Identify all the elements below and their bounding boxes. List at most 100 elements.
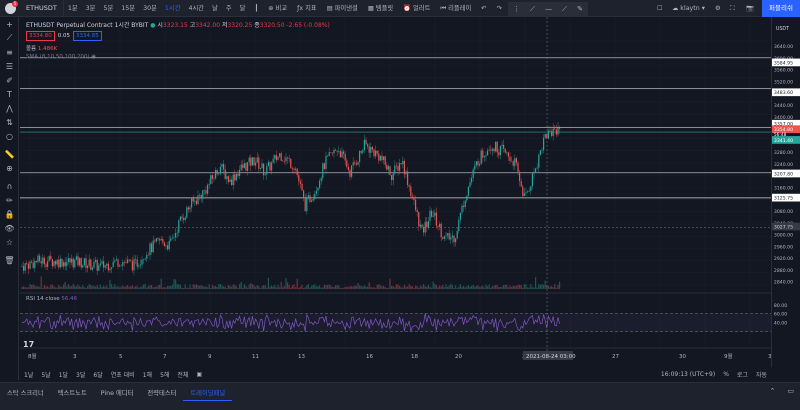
fib-tool-icon[interactable]: ≡ (6, 47, 13, 57)
lock-icon[interactable]: 🔒 (4, 209, 15, 219)
price-axis[interactable]: USDT3640.003600.003560.003520.003480.003… (771, 17, 800, 367)
volume-bar (434, 284, 436, 289)
tf-month[interactable]: 달 (239, 4, 246, 12)
publish-button[interactable]: 퍼블리쉬 (762, 0, 800, 17)
chart-type-button[interactable]: ┃ (249, 0, 263, 17)
channel-tool-icon[interactable]: ☰ (5, 61, 14, 71)
range-3m[interactable]: 3달 (76, 371, 86, 379)
tab-strategy-tester[interactable]: 전략테스터 (147, 390, 177, 397)
range-all[interactable]: 전체 (177, 371, 189, 379)
volume-bar (136, 285, 138, 289)
sell-button[interactable]: 3334.80 (26, 31, 55, 41)
candle-body (485, 155, 487, 157)
candle-body (63, 262, 65, 267)
candle-body (250, 157, 252, 166)
snapshot-button[interactable]: 📷 (741, 0, 759, 17)
range-1d[interactable]: 1날 (24, 371, 34, 379)
pencil-icon[interactable]: ✎ (577, 5, 583, 13)
favorites-icon[interactable]: ☆ (5, 237, 14, 247)
stay-drawing-icon[interactable]: ✏ (6, 195, 13, 205)
prediction-tool-icon[interactable]: ⇅ (6, 117, 13, 127)
ray-icon[interactable]: ⟋ (562, 4, 568, 13)
volume-bar (535, 277, 537, 289)
candle-body (95, 260, 97, 262)
volume-bar (256, 285, 258, 289)
buy-button[interactable]: 3334.85 (73, 31, 102, 41)
text-tool-icon[interactable]: T (7, 89, 12, 99)
tf-30m[interactable]: 30분 (143, 4, 157, 12)
crosshair-icon[interactable]: + (6, 19, 13, 29)
replay-button[interactable]: ⏮ 리플레이 (435, 0, 476, 17)
price-chart[interactable]: 8월35791113161820227309월32021-08-24 03:00… (20, 17, 771, 367)
volume-bar (232, 284, 234, 289)
compare-button[interactable]: ⊕ 비교 (263, 0, 292, 17)
tf-week[interactable]: 주 (225, 4, 232, 12)
candle-body (447, 233, 449, 236)
ruler-icon[interactable]: 📏 (4, 149, 15, 159)
eye-icon[interactable]: ◉ (91, 54, 97, 60)
volume-bar (303, 287, 305, 289)
candle-body (146, 254, 148, 259)
brush-tool-icon[interactable]: ✐ (6, 75, 13, 85)
tf-1h[interactable]: 1시간 (164, 4, 181, 12)
zoom-in-icon[interactable]: ⊕ (6, 163, 13, 173)
user-avatar[interactable]: 5 (0, 0, 20, 17)
volume-bar (272, 286, 274, 289)
clock-time[interactable]: 16:09:13 (UTC+9) (660, 370, 716, 378)
tf-1m[interactable]: 1분 (67, 4, 78, 12)
low-value: 3320.25 (227, 22, 253, 29)
percent-toggle[interactable]: % (723, 370, 729, 378)
layout-name-button[interactable]: ☁ klaytn ▾ (667, 0, 710, 17)
hide-icon[interactable]: 👁 (4, 223, 15, 233)
tf-day[interactable]: 날 (212, 4, 218, 12)
goto-date-icon[interactable]: ▣ (196, 370, 203, 378)
horizontal-ray-icon[interactable]: — (545, 5, 553, 13)
tab-stock-screener[interactable]: 스탁 스크리너 (7, 390, 44, 397)
shapes-tool-icon[interactable]: ○ (6, 131, 13, 141)
templates-button[interactable]: ▦ 템플릿 (363, 0, 398, 17)
trendline-tool-icon[interactable]: ⟋ (6, 33, 13, 42)
range-5y[interactable]: 5해 (160, 371, 170, 379)
range-1m[interactable]: 1달 (58, 371, 69, 379)
drag-handle-icon[interactable]: ⋮ (513, 5, 521, 13)
alert-button[interactable]: ⏰ 얼러트 (398, 0, 435, 17)
range-6m[interactable]: 6달 (93, 371, 103, 379)
trash-icon[interactable]: 🗑 (4, 255, 15, 265)
range-1y[interactable]: 1해 (142, 371, 153, 379)
range-5d[interactable]: 5날 (41, 371, 51, 379)
magnet-icon[interactable]: ∩ (6, 181, 13, 191)
candle-body (285, 157, 287, 162)
tf-4h[interactable]: 4시간 (188, 4, 205, 12)
symbol-search[interactable]: ETHUSDT (20, 0, 64, 17)
indicators-button[interactable]: ƒx 지표 (292, 0, 322, 17)
tab-text-notes[interactable]: 텍스트노트 (57, 390, 87, 397)
auto-toggle[interactable]: 자동 (755, 371, 767, 379)
candle-body (115, 259, 117, 261)
tab-trading-panel[interactable]: 트레이딩패널 (183, 387, 233, 401)
candle-body (346, 160, 348, 168)
trendline-icon[interactable]: ⟋ (530, 4, 535, 13)
financials-button[interactable]: ▤ 파이낸셜 (322, 0, 363, 17)
collapse-panel-icon[interactable]: ⌃ (769, 387, 776, 395)
price-tick-label: 3640.00 (774, 44, 793, 50)
volume-bar (40, 276, 42, 289)
avatar-icon (4, 2, 16, 14)
log-toggle[interactable]: 로그 (736, 371, 748, 379)
tf-3m[interactable]: 3분 (85, 4, 96, 12)
fullscreen-button[interactable]: ⛶ (725, 0, 739, 17)
candle-body (163, 242, 165, 246)
tab-pine-editor[interactable]: Pine 에디터 (100, 390, 134, 397)
pattern-tool-icon[interactable]: ⋀ (6, 103, 13, 113)
undo-button[interactable]: ↶ (476, 0, 491, 17)
range-ytd[interactable]: 연초 대비 (110, 371, 135, 379)
layout-toggle[interactable]: ☐ (652, 0, 668, 17)
candle-body (79, 258, 81, 266)
tf-5m[interactable]: 5분 (103, 4, 114, 12)
maximize-panel-icon[interactable]: ▭ (787, 387, 794, 395)
fx-icon: ƒx (297, 4, 304, 12)
settings-button[interactable]: ⚙ (710, 0, 726, 17)
volume-bar (333, 286, 335, 289)
candle-body (253, 157, 255, 166)
redo-button[interactable]: ↷ (492, 0, 507, 17)
tf-15m[interactable]: 15분 (121, 4, 136, 12)
